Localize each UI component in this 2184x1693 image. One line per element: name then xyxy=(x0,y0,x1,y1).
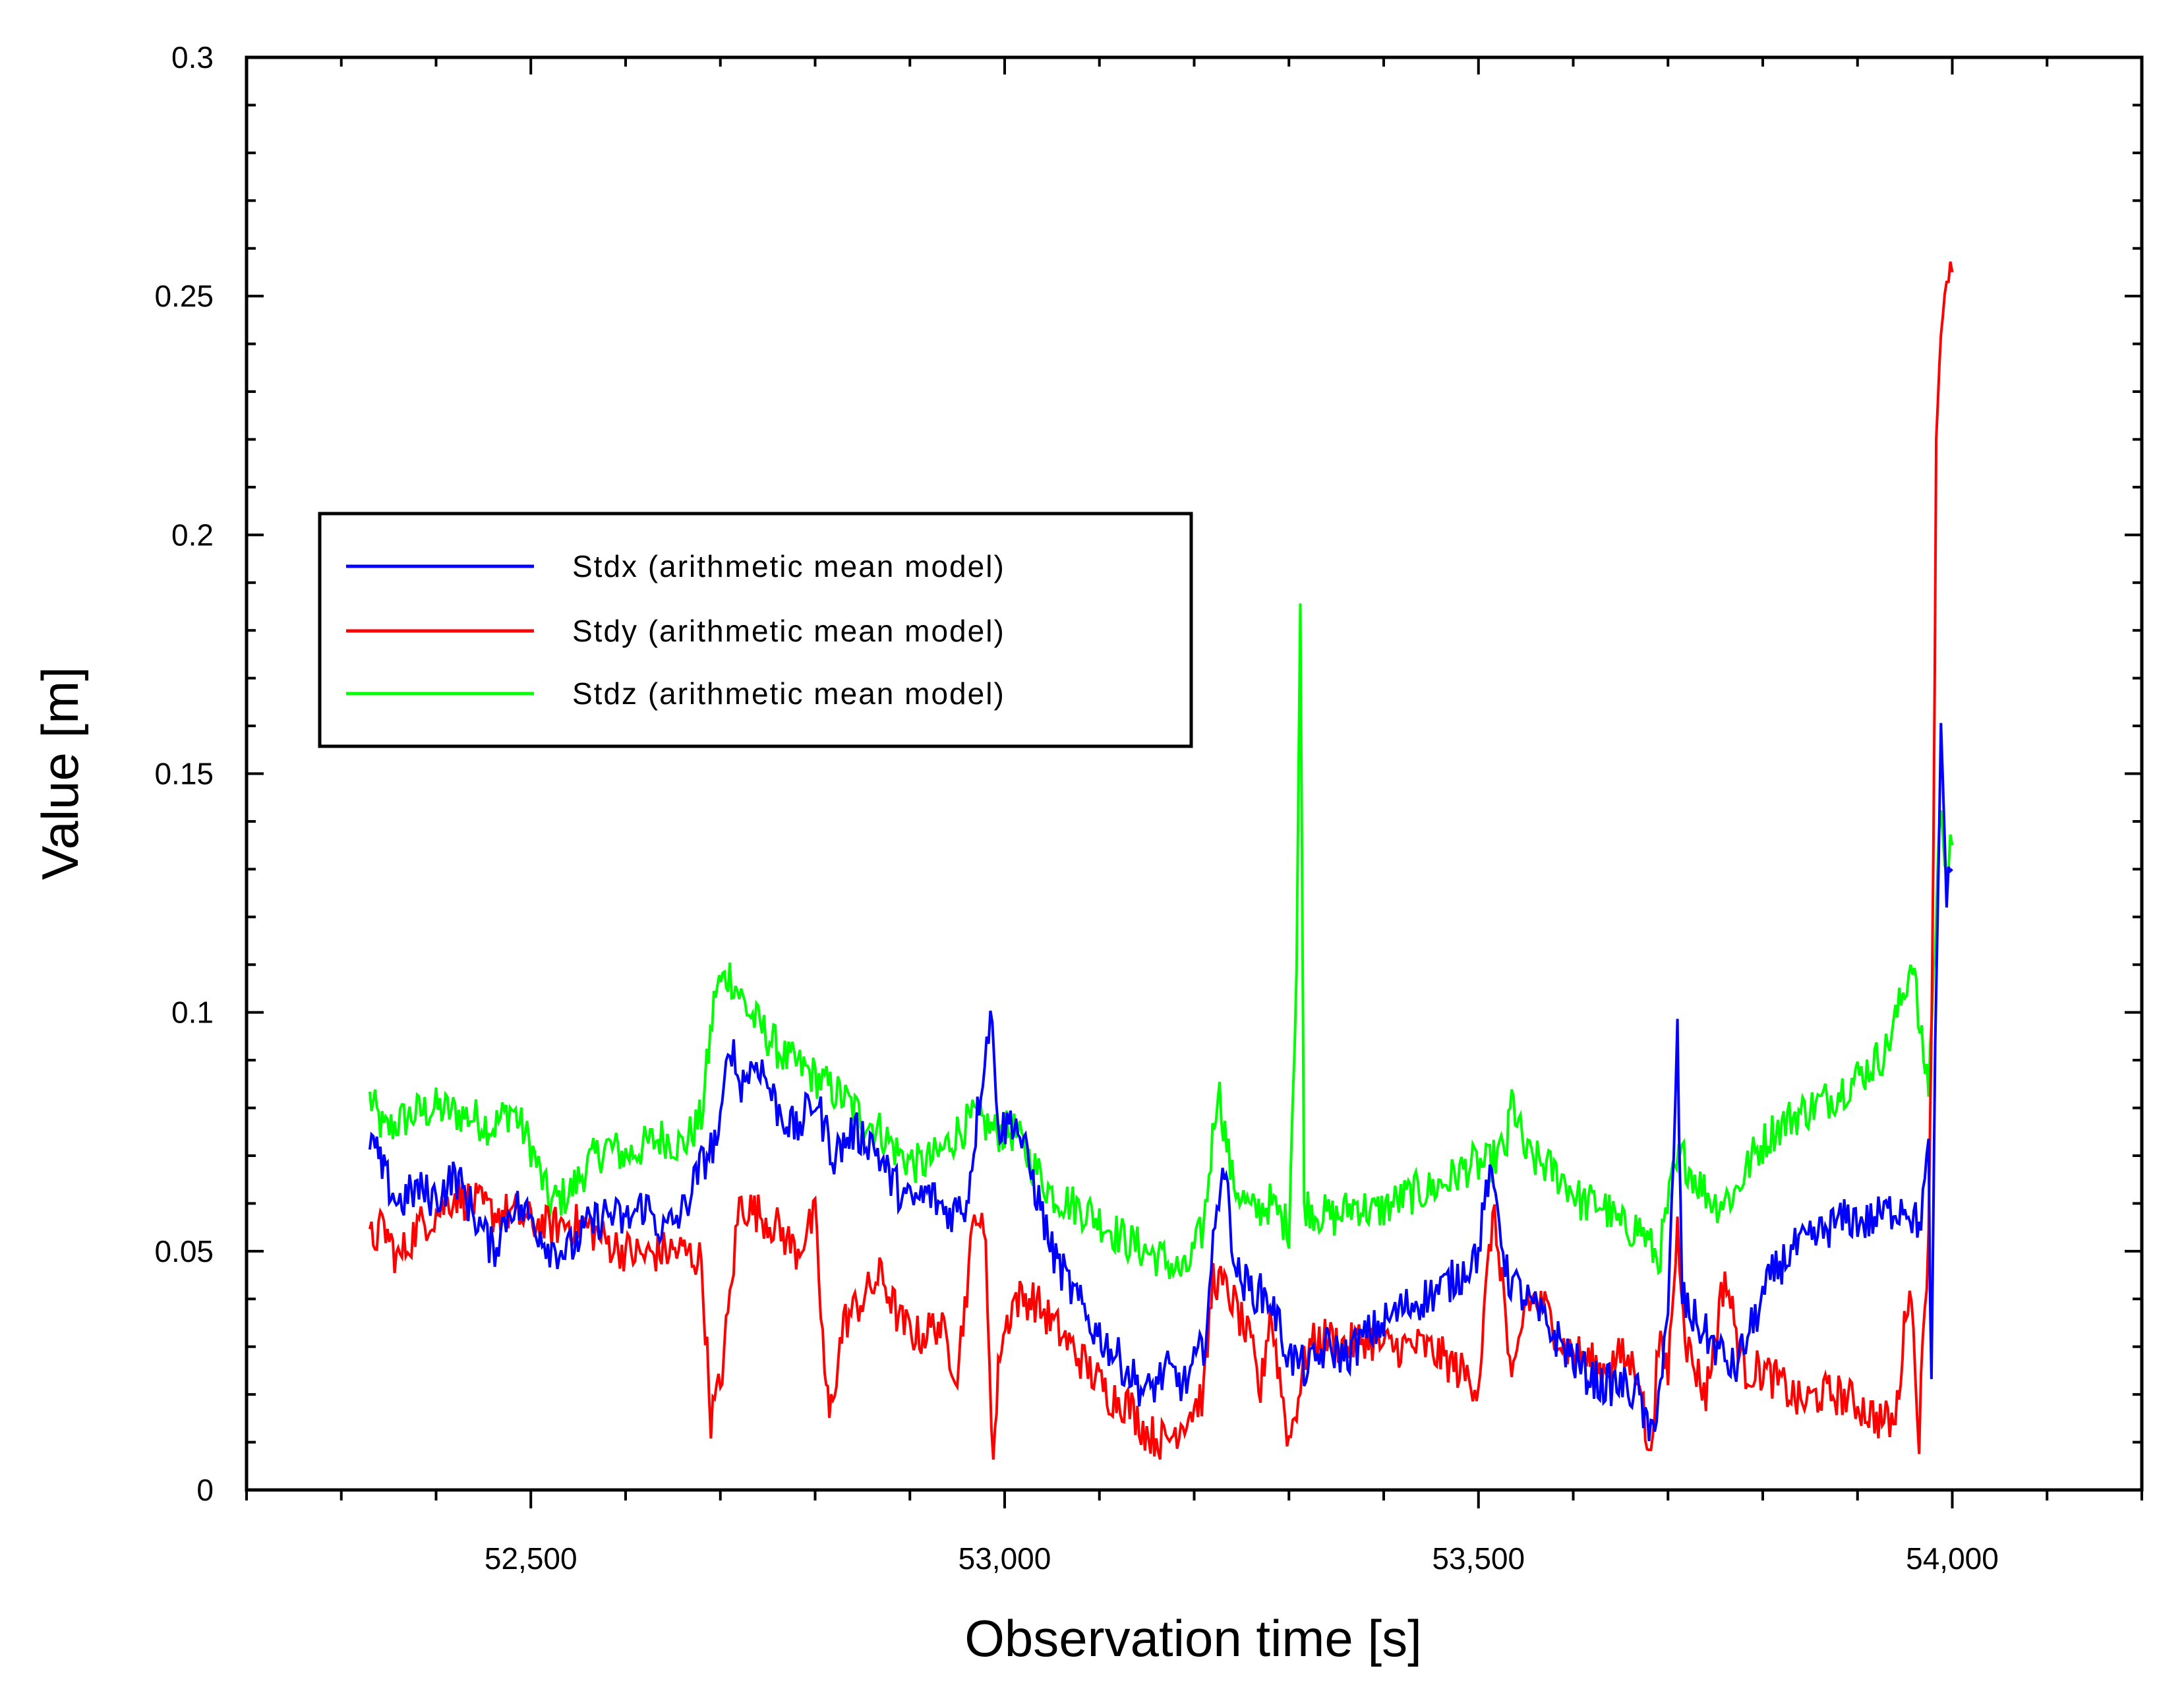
y-tick-label: 0.25 xyxy=(154,279,214,313)
plot-series xyxy=(368,261,1954,1460)
series-line-2 xyxy=(368,261,1954,1460)
y-tick-label: 0.2 xyxy=(171,518,214,552)
x-tick-label: 53,500 xyxy=(1432,1541,1525,1576)
x-tick-label: 54,000 xyxy=(1906,1541,1999,1576)
y-tick-label: 0.1 xyxy=(171,995,214,1030)
x-tick-label: 52,500 xyxy=(485,1541,577,1576)
y-tick-label: 0.3 xyxy=(171,40,214,74)
y-tick-label: 0 xyxy=(196,1473,214,1507)
legend-label: Stdx (arithmetic mean model) xyxy=(572,549,1005,583)
legend-label: Stdy (arithmetic mean model) xyxy=(572,614,1005,648)
y-axis-title: Value [m] xyxy=(31,667,89,880)
tick-labels: 0 0.05 0.1 0.15 0.2 0.25 0.3 52,500 53,000 53,500… xyxy=(154,40,1998,1576)
legend: Stdx (arithmetic mean model) Stdy (arithm… xyxy=(318,512,1193,748)
legend-label: Stdz (arithmetic mean model) xyxy=(572,676,1005,711)
y-tick-label: 0.05 xyxy=(154,1234,214,1268)
series-line-1 xyxy=(368,723,1953,1442)
x-tick-label: 53,000 xyxy=(959,1541,1051,1576)
plot-frame xyxy=(245,55,2144,1492)
series-line-3 xyxy=(368,603,1954,1280)
y-tick-label: 0.15 xyxy=(154,757,214,791)
x-axis-title: Observation time [s] xyxy=(964,1609,1422,1667)
